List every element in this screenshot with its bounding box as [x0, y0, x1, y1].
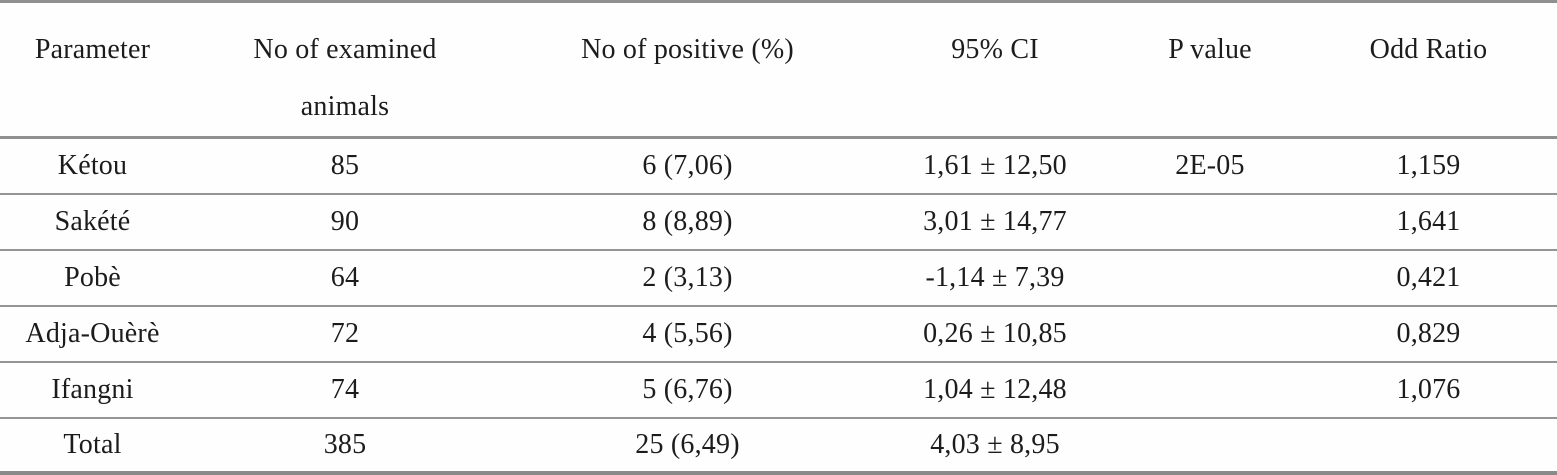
cell-examined: 74 [330, 373, 360, 405]
column-header-label: No of examined animals [253, 34, 437, 123]
cell-95ci: 1,04 ± 12,48 [923, 373, 1067, 405]
cell-odd-ratio: 0,421 [1396, 261, 1461, 293]
cell-examined: 85 [330, 149, 360, 181]
cell-parameter: Kétou [57, 149, 128, 181]
column-header-label: Odd Ratio [1369, 34, 1488, 65]
cell-95ci: -1,14 ± 7,39 [925, 261, 1065, 293]
cell-odd-ratio: 1,076 [1396, 373, 1461, 405]
cell-p-value [1120, 251, 1300, 305]
table-row-pobe: Pobè 64 2 (3,13) -1,14 ± 7,39 0,421 [0, 251, 1557, 307]
cell-positive: 5 (6,76) [642, 373, 733, 405]
cell-parameter: Total [63, 428, 122, 460]
cell-p-value [1120, 307, 1300, 361]
cell-examined: 72 [330, 317, 360, 349]
cell-95ci: 3,01 ± 14,77 [923, 205, 1067, 237]
cell-positive: 4 (5,56) [642, 317, 733, 349]
column-header-parameter: Parameter [0, 3, 185, 136]
table-row-adja-ouere: Adja-Ouèrè 72 4 (5,56) 0,26 ± 10,85 0,82… [0, 307, 1557, 363]
cell-p-value: 2E-05 [1175, 149, 1245, 181]
cell-95ci: 1,61 ± 12,50 [923, 149, 1067, 181]
table-row-ketou: Kétou 85 6 (7,06) 1,61 ± 12,50 2E-05 1,1… [0, 139, 1557, 195]
cell-parameter: Pobè [64, 261, 121, 293]
cell-parameter: Adja-Ouèrè [25, 317, 160, 349]
cell-p-value [1120, 419, 1300, 471]
cell-examined: 385 [323, 428, 367, 460]
cell-positive: 25 (6,49) [635, 428, 740, 460]
cell-examined: 90 [330, 205, 360, 237]
cell-positive: 6 (7,06) [642, 149, 733, 181]
cell-95ci: 0,26 ± 10,85 [923, 317, 1067, 349]
table-header-row: Parameter No of examined animals No of p… [0, 3, 1557, 139]
column-header-positive: No of positive (%) [505, 3, 870, 136]
cell-positive: 8 (8,89) [642, 205, 733, 237]
column-header-label: No of positive (%) [581, 34, 794, 65]
cell-odd-ratio: 1,641 [1396, 205, 1461, 237]
table-row-total: Total 385 25 (6,49) 4,03 ± 8,95 [0, 419, 1557, 475]
cell-examined: 64 [330, 261, 360, 293]
column-header-label: Parameter [34, 34, 151, 65]
column-header-odd-ratio: Odd Ratio [1300, 3, 1557, 136]
column-header-examined-animals: No of examined animals [185, 3, 505, 136]
cell-odd-ratio: 0,829 [1396, 317, 1461, 349]
cell-odd-ratio [1300, 419, 1557, 471]
cell-parameter: Sakété [54, 205, 131, 237]
cell-positive: 2 (3,13) [642, 261, 733, 293]
cell-odd-ratio: 1,159 [1396, 149, 1461, 181]
table-row-ifangni: Ifangni 74 5 (6,76) 1,04 ± 12,48 1,076 [0, 363, 1557, 419]
cell-parameter: Ifangni [51, 373, 134, 405]
column-header-label: P value [1168, 34, 1252, 65]
column-header-label: 95% CI [951, 34, 1039, 65]
cell-95ci: 4,03 ± 8,95 [930, 428, 1060, 460]
column-header-p-value: P value [1120, 3, 1300, 136]
column-header-95ci: 95% CI [870, 3, 1120, 136]
table-row-sakete: Sakété 90 8 (8,89) 3,01 ± 14,77 1,641 [0, 195, 1557, 251]
cell-p-value [1120, 363, 1300, 417]
cell-p-value [1120, 195, 1300, 249]
